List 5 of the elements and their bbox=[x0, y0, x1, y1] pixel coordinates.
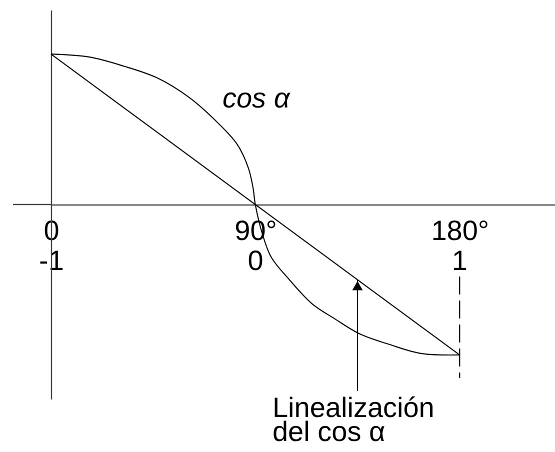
x2-tick-label: 0 bbox=[248, 245, 264, 276]
series-label: cos α bbox=[222, 82, 291, 114]
x-tick-label: 180° bbox=[431, 215, 490, 246]
annotation: Linealización del cos α bbox=[272, 392, 434, 447]
x2-tick-label: 1 bbox=[452, 245, 468, 276]
